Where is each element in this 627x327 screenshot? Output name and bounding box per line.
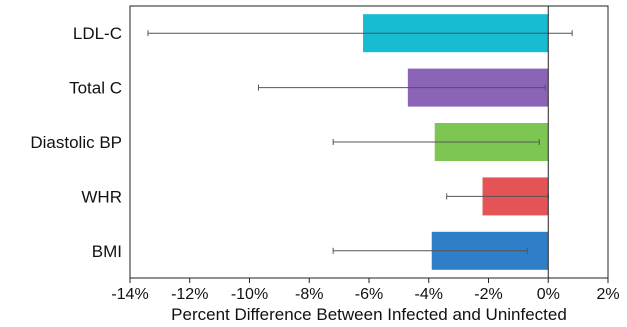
category-label-bmi: BMI — [92, 242, 122, 261]
x-tick-label: -6% — [355, 286, 383, 303]
x-tick-label: -12% — [171, 286, 208, 303]
x-tick-label: -10% — [231, 286, 268, 303]
x-tick-label: -4% — [415, 286, 443, 303]
x-tick-labels: -14% -12% -10% -8% -6% -4% -2% 0% 2% — [111, 278, 620, 303]
x-tick-label: -2% — [474, 286, 502, 303]
category-labels: LDL-C Total C Diastolic BP WHR BMI — [30, 24, 122, 261]
bars-group — [147, 14, 573, 270]
category-label-diastolic-bp: Diastolic BP — [30, 133, 122, 152]
category-label-ldl-c: LDL-C — [73, 24, 122, 43]
x-tick-label: 0% — [537, 286, 560, 303]
category-label-total-c: Total C — [69, 79, 122, 98]
x-tick-label: -8% — [295, 286, 323, 303]
x-tick-label: -14% — [111, 286, 148, 303]
x-tick-label: 2% — [596, 286, 619, 303]
category-label-whr: WHR — [81, 187, 122, 206]
x-axis-title: Percent Difference Between Infected and … — [171, 305, 567, 324]
